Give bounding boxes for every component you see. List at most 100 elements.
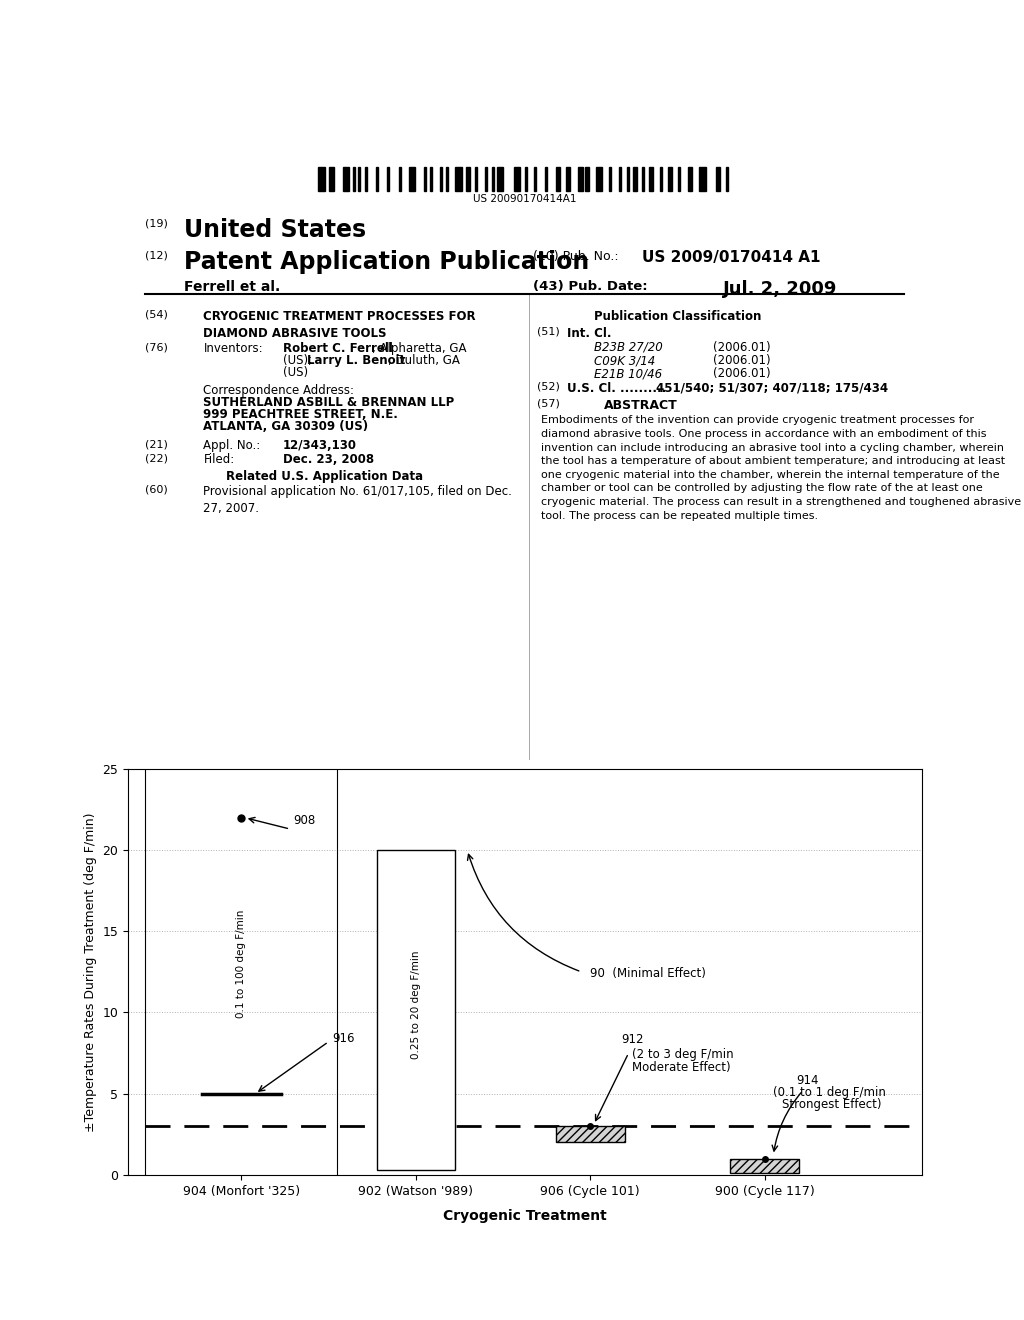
Text: (43) Pub. Date:: (43) Pub. Date: [532,280,647,293]
Bar [628,168,630,191]
Bar [534,168,536,191]
Text: (76): (76) [145,342,168,352]
Text: 12/343,130: 12/343,130 [283,440,356,453]
Text: 0.1 to 100 deg F/min: 0.1 to 100 deg F/min [237,909,247,1018]
Bar [678,168,680,191]
Text: 916: 916 [332,1032,354,1044]
Text: (10) Pub. No.:: (10) Pub. No.: [532,251,618,263]
Bar [596,168,602,191]
Text: Robert C. Ferrell: Robert C. Ferrell [283,342,392,355]
Text: Publication Classification: Publication Classification [594,310,761,323]
Text: Ferrell et al.: Ferrell et al. [183,280,280,294]
Bar [556,168,560,191]
Text: Embodiments of the invention can provide cryogenic treatment processes for diamo: Embodiments of the invention can provide… [541,416,1021,520]
Text: ATLANTA, GA 30309 (US): ATLANTA, GA 30309 (US) [204,420,369,433]
Text: 0.25 to 20 deg F/min: 0.25 to 20 deg F/min [411,950,421,1059]
Bar [699,168,706,191]
Text: (2 to 3 deg F/min: (2 to 3 deg F/min [632,1048,733,1061]
Text: 451/540; 51/307; 407/118; 175/434: 451/540; 51/307; 407/118; 175/434 [655,381,888,395]
Bar [566,168,570,191]
Bar [466,168,470,191]
Text: 999 PEACHTREE STREET, N.E.: 999 PEACHTREE STREET, N.E. [204,408,398,421]
Bar [688,168,692,191]
Text: 90  (Minimal Effect): 90 (Minimal Effect) [590,966,707,979]
Text: (57): (57) [537,399,559,409]
Text: (19): (19) [145,218,168,228]
Text: United States: United States [183,218,366,243]
Bar [430,168,432,191]
Bar [387,168,389,191]
Bar [620,168,622,191]
Bar [377,850,455,1170]
Text: Provisional application No. 61/017,105, filed on Dec.
27, 2007.: Provisional application No. 61/017,105, … [204,484,512,515]
Y-axis label: ±Temperature Rates During Treatment (deg F/min): ±Temperature Rates During Treatment (deg… [84,812,97,1131]
Text: Appl. No.:: Appl. No.: [204,440,261,453]
Text: (US);: (US); [283,354,315,367]
Text: Dec. 23, 2008: Dec. 23, 2008 [283,453,374,466]
Text: Jul. 2, 2009: Jul. 2, 2009 [723,280,838,298]
Bar [440,168,442,191]
Text: C09K 3/14: C09K 3/14 [594,354,655,367]
Text: Strongest Effect): Strongest Effect) [782,1098,882,1111]
Text: Filed:: Filed: [204,453,234,466]
Text: (60): (60) [145,484,168,495]
Text: (2006.01): (2006.01) [713,341,770,354]
Bar [424,168,426,191]
Bar [474,168,476,191]
Text: 912: 912 [622,1034,644,1047]
Text: (2006.01): (2006.01) [713,367,770,380]
Text: Correspondence Address:: Correspondence Address: [204,384,354,397]
Bar [659,168,662,191]
Text: Patent Application Publication: Patent Application Publication [183,251,589,275]
Text: Inventors:: Inventors: [204,342,263,355]
Text: U.S. Cl. ..........: U.S. Cl. .......... [567,381,666,395]
Text: SUTHERLAND ASBILL & BRENNAN LLP: SUTHERLAND ASBILL & BRENNAN LLP [204,396,455,409]
Bar [376,168,378,191]
Bar [366,168,368,191]
Text: CRYOGENIC TREATMENT PROCESSES FOR
DIAMOND ABRASIVE TOOLS: CRYOGENIC TREATMENT PROCESSES FOR DIAMON… [204,310,476,339]
Bar [556,1126,625,1142]
Bar [456,168,462,191]
Text: (22): (22) [145,453,169,463]
Bar [585,168,589,191]
Bar [514,168,520,191]
Bar [498,168,504,191]
Text: US 20090170414A1: US 20090170414A1 [473,194,577,203]
Bar [399,168,401,191]
Bar [445,168,447,191]
Text: Related U.S. Application Data: Related U.S. Application Data [225,470,423,483]
Text: E21B 10/46: E21B 10/46 [594,367,662,380]
Bar [730,1159,799,1173]
Bar [525,168,527,191]
Text: Int. Cl.: Int. Cl. [567,326,611,339]
Text: (2006.01): (2006.01) [713,354,770,367]
Text: , Duluth, GA: , Duluth, GA [388,354,460,367]
Text: Moderate Effect): Moderate Effect) [632,1061,731,1074]
Text: (12): (12) [145,251,168,260]
Text: , Alpharetta, GA: , Alpharetta, GA [372,342,466,355]
Bar [358,168,360,191]
Bar [485,168,487,191]
Bar [318,168,325,191]
Text: (US): (US) [283,366,308,379]
Text: US 2009/0170414 A1: US 2009/0170414 A1 [642,251,821,265]
Text: (51): (51) [537,326,559,337]
Bar [716,168,720,191]
Text: (21): (21) [145,440,168,450]
Bar [492,168,494,191]
Bar [343,168,349,191]
Bar [579,168,583,191]
Bar [545,168,547,191]
Bar [726,168,728,191]
Text: 908: 908 [294,814,316,828]
Text: 914: 914 [796,1074,818,1086]
Bar [330,168,334,191]
Text: Larry L. Benoit: Larry L. Benoit [306,354,404,367]
Bar [353,168,355,191]
Text: (54): (54) [145,310,168,319]
Text: (0.1 to 1 deg F/min: (0.1 to 1 deg F/min [773,1086,886,1100]
Bar [608,168,610,191]
X-axis label: Cryogenic Treatment: Cryogenic Treatment [443,1209,606,1222]
Bar [633,168,637,191]
Text: ABSTRACT: ABSTRACT [604,399,678,412]
